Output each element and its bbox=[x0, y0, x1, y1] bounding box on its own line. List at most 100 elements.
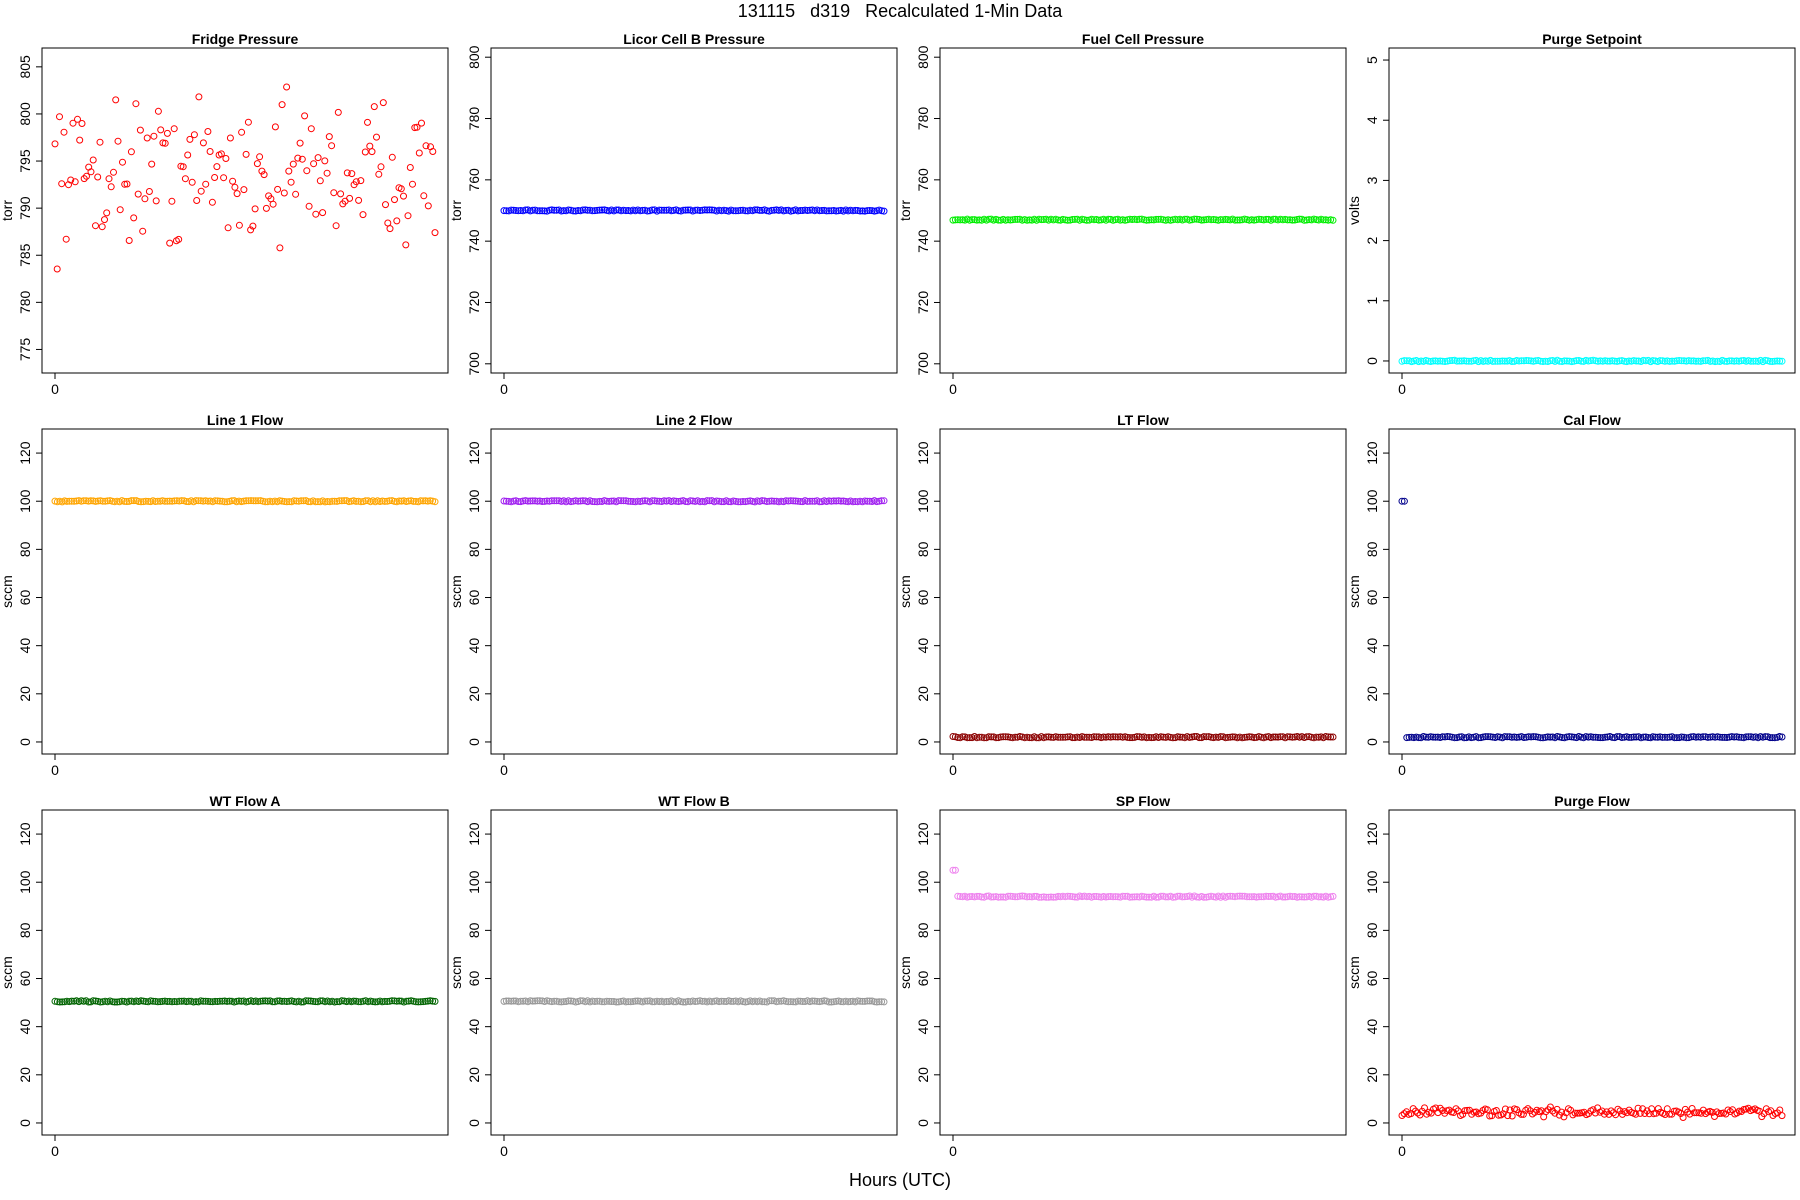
data-point bbox=[163, 998, 171, 1005]
data-point bbox=[300, 497, 308, 505]
y-tick-label: 40 bbox=[915, 638, 931, 654]
data-point bbox=[1465, 357, 1473, 365]
y-tick-label: 120 bbox=[466, 822, 482, 846]
data-point bbox=[1656, 357, 1664, 365]
data-point bbox=[1692, 733, 1700, 741]
data-point bbox=[538, 498, 546, 505]
y-tick-label: 100 bbox=[1364, 870, 1380, 894]
data-point bbox=[1778, 357, 1786, 365]
data-point bbox=[1589, 733, 1597, 741]
data-point bbox=[168, 197, 176, 205]
data-point bbox=[1560, 1113, 1568, 1121]
data-point bbox=[1745, 733, 1752, 741]
data-point bbox=[1434, 357, 1442, 365]
y-tick-label: 760 bbox=[466, 168, 482, 192]
data-point bbox=[1253, 893, 1260, 901]
y-tick-label: 0 bbox=[915, 1119, 931, 1127]
data-point bbox=[96, 998, 104, 1006]
data-point bbox=[1616, 357, 1623, 365]
data-point bbox=[1415, 734, 1423, 742]
data-point bbox=[1573, 1109, 1581, 1117]
y-axis-label: sccm bbox=[897, 575, 913, 608]
data-point bbox=[1520, 734, 1528, 741]
data-point bbox=[1145, 216, 1153, 224]
data-point bbox=[994, 216, 1002, 224]
data-point bbox=[1606, 357, 1614, 365]
data-point bbox=[1654, 733, 1662, 741]
plot-frame bbox=[41, 428, 449, 755]
data-point bbox=[770, 497, 778, 505]
data-point bbox=[1190, 215, 1198, 223]
data-point bbox=[1279, 893, 1287, 901]
data-point bbox=[550, 497, 558, 505]
data-point bbox=[1257, 893, 1265, 901]
data-point bbox=[985, 215, 993, 223]
data-point bbox=[851, 498, 859, 505]
data-point bbox=[1773, 357, 1781, 365]
data-point bbox=[278, 101, 286, 109]
data-point bbox=[305, 202, 313, 210]
data-point bbox=[801, 206, 809, 214]
data-point bbox=[278, 497, 286, 505]
data-point bbox=[1630, 733, 1638, 741]
data-point bbox=[863, 997, 871, 1005]
data-point bbox=[1040, 216, 1048, 223]
panel-title: Licor Cell B Pressure bbox=[623, 31, 765, 47]
panel-title: SP Flow bbox=[1116, 793, 1170, 809]
data-point bbox=[65, 497, 73, 505]
data-point bbox=[1143, 216, 1151, 224]
data-point bbox=[569, 207, 577, 215]
data-point bbox=[1327, 893, 1335, 901]
data-point bbox=[634, 997, 642, 1005]
data-point bbox=[768, 497, 776, 505]
data-point bbox=[247, 497, 255, 505]
data-point bbox=[1761, 733, 1769, 741]
data-point bbox=[718, 997, 725, 1005]
data-point bbox=[352, 178, 360, 186]
data-point bbox=[152, 197, 160, 205]
data-point bbox=[1778, 1112, 1786, 1120]
data-point bbox=[213, 163, 221, 171]
data-point bbox=[348, 170, 356, 178]
data-point bbox=[161, 997, 169, 1005]
data-point bbox=[1531, 1108, 1539, 1116]
data-point bbox=[1532, 357, 1540, 365]
data-point bbox=[1042, 733, 1050, 741]
data-point bbox=[424, 997, 432, 1005]
data-point bbox=[1768, 358, 1776, 365]
data-point bbox=[622, 207, 630, 215]
data-point bbox=[1205, 215, 1213, 223]
data-point bbox=[221, 997, 229, 1005]
data-point bbox=[739, 498, 747, 505]
data-point bbox=[1288, 733, 1296, 741]
data-point bbox=[76, 136, 84, 144]
data-point bbox=[670, 998, 678, 1006]
data-point bbox=[655, 998, 663, 1006]
data-point bbox=[951, 866, 959, 874]
data-point bbox=[1011, 893, 1019, 901]
y-tick-label: 40 bbox=[915, 1019, 931, 1035]
data-point bbox=[1498, 357, 1506, 365]
data-point bbox=[720, 206, 728, 214]
data-point bbox=[1023, 733, 1031, 741]
data-point bbox=[679, 998, 687, 1006]
data-point bbox=[1506, 1106, 1514, 1114]
data-point bbox=[593, 498, 601, 506]
data-point bbox=[1592, 733, 1600, 741]
data-point bbox=[393, 997, 401, 1005]
data-point bbox=[789, 497, 797, 505]
x-tick-label: 0 bbox=[949, 762, 957, 778]
data-point bbox=[233, 997, 241, 1005]
y-tick-label: 700 bbox=[915, 352, 931, 376]
data-point bbox=[1459, 1110, 1467, 1118]
y-tick-label: 0 bbox=[915, 738, 931, 746]
data-point bbox=[1608, 733, 1616, 741]
y-tick-label: 120 bbox=[915, 822, 931, 846]
data-point bbox=[682, 498, 690, 505]
data-point bbox=[384, 219, 392, 227]
data-point bbox=[560, 207, 568, 215]
y-tick-label: 120 bbox=[466, 441, 482, 465]
data-point bbox=[1138, 733, 1146, 741]
data-point bbox=[804, 207, 811, 214]
